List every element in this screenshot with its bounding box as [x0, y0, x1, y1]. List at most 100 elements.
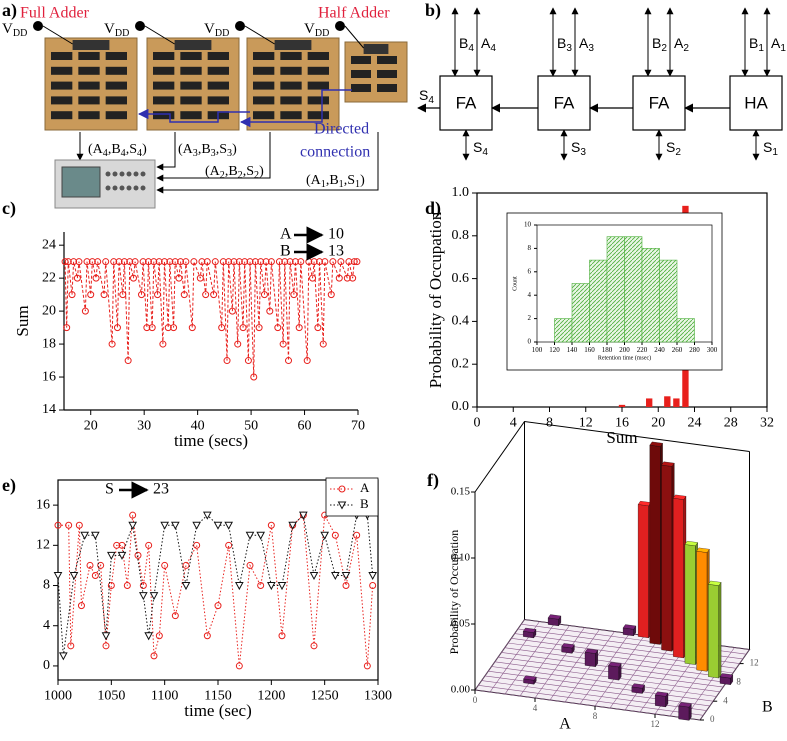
point-marker [260, 291, 268, 299]
subscript: 3 [193, 148, 198, 159]
chip [78, 66, 100, 75]
x-axis-label: Sum [606, 428, 637, 447]
vdd-wire [344, 25, 364, 49]
subscript: 2 [254, 170, 259, 181]
x-tick-label: 1050 [97, 688, 125, 703]
x-tick-label: 1000 [44, 688, 72, 703]
point-marker [341, 571, 351, 581]
bar3d [547, 614, 562, 627]
point-marker [202, 511, 212, 520]
floor-grid [494, 661, 720, 693]
bar-front [655, 694, 666, 708]
chip [307, 52, 329, 60]
chip [351, 70, 371, 78]
point-marker [148, 324, 156, 332]
x-tick-label: 32 [760, 415, 774, 430]
x-tick-label: 40 [191, 418, 205, 433]
bar-front [637, 504, 649, 639]
histogram-bar [589, 259, 608, 343]
floor-grid [519, 625, 570, 697]
chip [153, 96, 175, 105]
bar-top [708, 580, 722, 586]
point-marker [150, 258, 158, 266]
chip [253, 52, 275, 60]
output-label: (A2,B2,S2) [205, 164, 264, 181]
point-marker [131, 258, 139, 266]
chip [153, 52, 175, 60]
output-label: (A3,B3,S3) [178, 142, 237, 159]
histogram-bar [624, 236, 643, 343]
chip [180, 66, 202, 75]
point-marker [239, 324, 247, 332]
x-tick-label: 260 [672, 346, 683, 354]
point-marker [80, 531, 90, 540]
point-marker [143, 324, 151, 332]
point-marker [102, 642, 110, 650]
bar3d [631, 683, 645, 695]
text-run: A [674, 35, 684, 51]
chip [51, 66, 73, 75]
block-label: FA [456, 93, 477, 112]
point-marker [68, 291, 76, 299]
floor-grid [624, 639, 675, 711]
point-marker [295, 324, 303, 332]
panel-label: a) [2, 0, 17, 21]
connection-label: Directed [314, 121, 369, 138]
vdd-sub: DD [315, 28, 329, 39]
chip [180, 81, 202, 90]
bar3d [622, 624, 637, 637]
point-marker [138, 592, 148, 601]
panel-label: f) [427, 470, 439, 491]
text-run: S [666, 139, 675, 155]
point-marker [320, 531, 330, 540]
bar-top [522, 627, 537, 633]
bar-top [684, 540, 698, 547]
chip [307, 96, 329, 105]
point-marker [337, 501, 347, 510]
point-marker [210, 291, 218, 299]
point-marker [319, 340, 327, 348]
subscript: 3 [227, 148, 232, 159]
point-marker [246, 561, 254, 569]
floor-grid [481, 680, 707, 711]
annotation-value: 13 [328, 243, 344, 260]
point-marker [182, 258, 190, 266]
y-axis-label: Sum [13, 305, 32, 336]
data-line [64, 261, 357, 378]
subscript: 3 [211, 148, 216, 159]
point-marker [314, 324, 322, 332]
text-run: (A [205, 164, 221, 179]
text-run: S [571, 139, 580, 155]
x-tick-label: 180 [602, 346, 613, 354]
point-marker [123, 582, 131, 590]
point-marker [145, 541, 153, 549]
oscilloscope-knob [105, 171, 111, 177]
text-run: ,S [344, 173, 355, 188]
point-marker [129, 274, 137, 282]
chip [377, 56, 397, 64]
y-tick-label: 1.0 [452, 185, 470, 200]
bar [618, 404, 626, 407]
floor-grid [507, 642, 734, 674]
x-tick-label: 8 [593, 711, 598, 721]
oscilloscope-knob [119, 171, 125, 177]
text-run: B [557, 35, 566, 51]
point-marker [166, 258, 174, 266]
point-marker [267, 521, 275, 529]
input-label: B4 [459, 35, 474, 54]
chip [51, 52, 73, 60]
point-marker [349, 274, 357, 282]
point-marker [65, 521, 73, 529]
point-marker [266, 307, 274, 315]
bar-top [561, 643, 575, 649]
bar-top [547, 614, 562, 620]
floor-grid [609, 637, 660, 709]
y-tick-label: 18 [42, 336, 56, 351]
x-tick-label: 140 [567, 346, 578, 354]
subscript: 3 [588, 43, 594, 54]
probe-wire [156, 132, 271, 182]
y-tick-label: 0 [528, 338, 532, 346]
chip [253, 111, 275, 120]
x-tick-label: 280 [689, 346, 700, 354]
point-marker [69, 571, 79, 581]
